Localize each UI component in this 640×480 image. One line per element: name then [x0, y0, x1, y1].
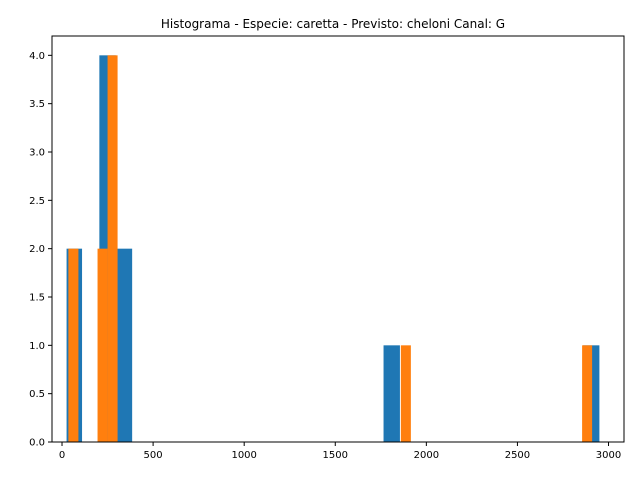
bar-series-1-bin-3 [115, 248, 133, 442]
bar-series-2-bin-5 [582, 345, 593, 442]
bar-series-2-bin-1 [68, 248, 79, 442]
x-tick-label: 500 [144, 450, 163, 461]
y-tick-label: 0.0 [29, 438, 45, 449]
bar-series-2-bin-2 [97, 248, 108, 442]
y-axis: 0.0 0.5 1.0 1.5 2.0 2.5 3.0 3.5 4.0 [29, 51, 52, 449]
x-tick-label: 2500 [505, 450, 530, 461]
x-tick-label: 3000 [596, 450, 621, 461]
y-tick-label: 4.0 [29, 51, 45, 62]
x-tick-label: 1500 [323, 450, 348, 461]
y-tick-label: 3.0 [29, 148, 45, 159]
y-tick-label: 0.5 [29, 389, 45, 400]
bar-series-2-bin-3 [107, 55, 118, 442]
histogram-bars [66, 55, 600, 442]
x-axis: 0 500 1000 1500 2000 2500 3000 [59, 442, 621, 461]
x-tick-label: 1000 [231, 450, 256, 461]
axes-frame [51, 35, 625, 443]
chart-title: Histograma - Especie: caretta - Previsto… [161, 17, 505, 31]
y-tick-label: 2.5 [29, 196, 45, 207]
x-tick-label: 2000 [414, 450, 439, 461]
y-tick-label: 2.0 [29, 244, 45, 255]
y-tick-label: 1.5 [29, 293, 45, 304]
x-tick-label: 0 [59, 450, 65, 461]
bar-series-2-bin-4 [400, 345, 411, 442]
y-tick-label: 1.0 [29, 341, 45, 352]
bar-series-1-bin-4 [383, 345, 400, 442]
y-tick-label: 3.5 [29, 99, 45, 110]
